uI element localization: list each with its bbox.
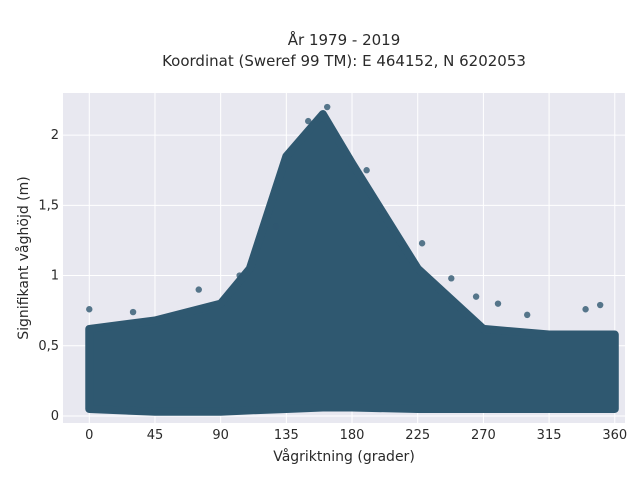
scatter-point: [236, 272, 243, 279]
chart-title: År 1979 - 2019: [288, 30, 401, 49]
scatter-point: [363, 167, 370, 174]
x-tick-label: 360: [602, 428, 627, 443]
scatter-point: [129, 308, 137, 316]
y-axis-label: Signifikant våghöjd (m): [15, 176, 32, 339]
y-tick-label: 1: [51, 269, 59, 284]
x-tick-label: 180: [340, 428, 365, 443]
x-tick-label: 135: [274, 428, 299, 443]
scatter-point: [324, 103, 331, 111]
scatter-point: [596, 301, 604, 309]
scatter-point: [523, 311, 531, 319]
chart-subtitle: Koordinat (Sweref 99 TM): E 464152, N 62…: [162, 52, 526, 70]
scatter-point: [272, 223, 280, 230]
scatter-point: [472, 293, 480, 300]
scatter-point: [195, 286, 202, 293]
x-axis-ticks: 0 45 90 135 180 225 270 315 360: [85, 428, 627, 443]
scatter-point: [582, 306, 589, 313]
y-tick-label: 0,5: [38, 339, 59, 354]
scatter-point: [305, 117, 312, 125]
x-tick-label: 315: [537, 428, 562, 443]
x-tick-label: 270: [471, 428, 496, 443]
scatter-point: [418, 240, 426, 247]
x-tick-label: 45: [147, 428, 164, 443]
y-tick-label: 1,5: [38, 198, 59, 213]
y-tick-label: 2: [51, 128, 59, 143]
scatter-point: [494, 300, 502, 307]
x-axis-label: Vågriktning (grader): [273, 448, 415, 465]
scatter-density-layer: [85, 110, 619, 416]
x-tick-label: 0: [85, 428, 93, 443]
x-tick-label: 90: [212, 428, 229, 443]
scatter-points: [86, 103, 604, 319]
scatter-point: [448, 275, 455, 282]
x-tick-label: 225: [405, 428, 430, 443]
scatter-point: [86, 306, 93, 313]
y-tick-label: 0: [51, 409, 59, 424]
y-axis-ticks: 0 0,5 1 1,5 2: [38, 128, 59, 424]
scatter-density: [85, 110, 619, 416]
